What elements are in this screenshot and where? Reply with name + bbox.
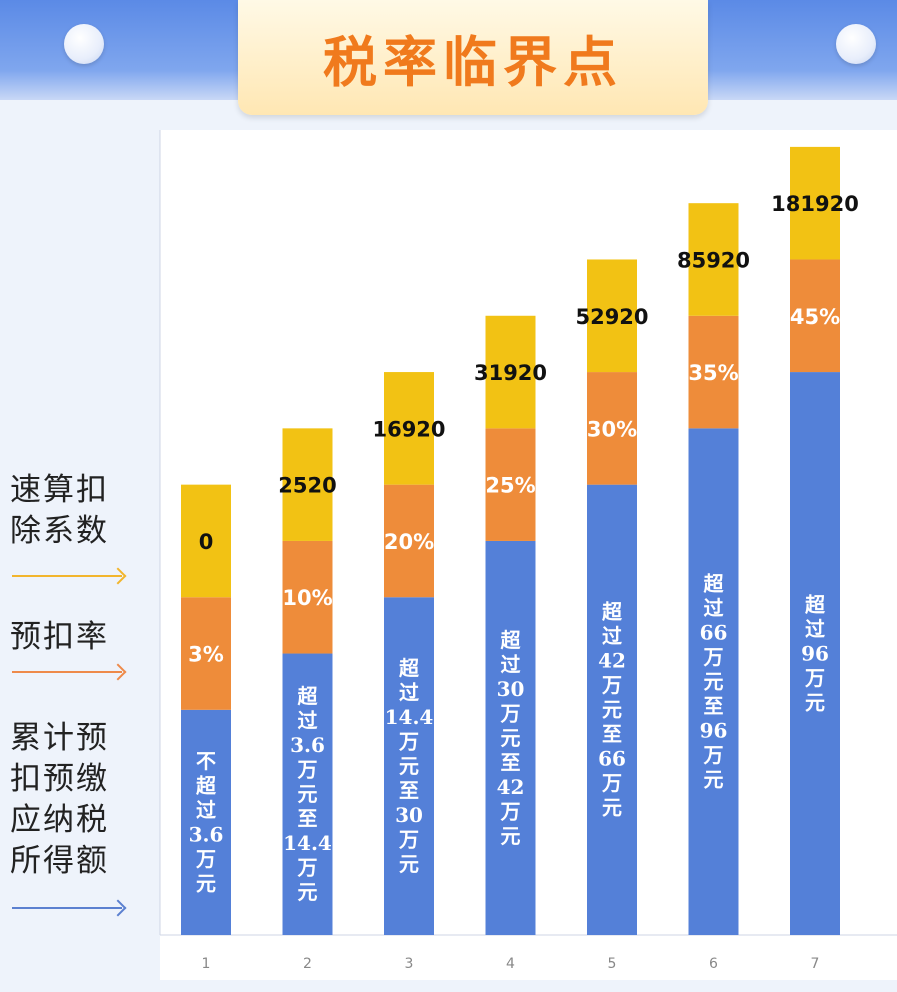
bar-income-6 xyxy=(688,428,739,935)
bar-rate-5 xyxy=(587,372,637,485)
bar-label-income-3: 超过 14.4 万元至 30 万元 xyxy=(385,656,434,876)
bar-rate-6 xyxy=(688,315,739,429)
x-tick-label-7: 7 xyxy=(811,956,820,972)
bar-deduction-1 xyxy=(181,484,231,598)
decor-dot-left xyxy=(64,24,104,64)
bar-label-income-6: 超过 66 万元至 96 万元 xyxy=(700,572,728,792)
legend-label-rate: 预扣率 xyxy=(10,619,109,655)
bar-deduction-6 xyxy=(688,203,739,316)
legend-arrow-deduction xyxy=(12,575,122,577)
legend-arrow-income xyxy=(12,907,122,909)
bar-label-rate-7: 45% xyxy=(790,305,840,329)
decor-dot-right xyxy=(836,24,876,64)
bar-label-rate-2: 10% xyxy=(282,586,332,610)
bar-income-7 xyxy=(790,372,840,935)
bar-label-deduction-1: 0 xyxy=(199,530,214,554)
bar-label-deduction-2: 2520 xyxy=(278,474,336,498)
x-tick-label-3: 3 xyxy=(405,956,414,972)
bar-income-3 xyxy=(384,597,434,935)
x-tick-label-1: 1 xyxy=(202,956,211,972)
bar-rate-4 xyxy=(485,428,536,541)
bar-label-rate-3: 20% xyxy=(384,530,434,554)
bar-income-1 xyxy=(181,709,231,935)
bar-rate-1 xyxy=(181,597,231,710)
bar-label-rate-6: 35% xyxy=(688,361,738,385)
bar-deduction-7 xyxy=(790,146,840,260)
bar-income-5 xyxy=(587,484,637,935)
bar-label-income-2: 超过 3.6 万元至 14.4 万元 xyxy=(283,684,332,904)
bar-income-4 xyxy=(485,540,536,935)
bar-deduction-4 xyxy=(485,315,536,429)
bar-label-income-5: 超过 42 万元至 66 万元 xyxy=(598,600,626,820)
bar-label-income-1: 不超过 3.6 万元 xyxy=(189,749,224,896)
bar-label-deduction-4: 31920 xyxy=(474,361,547,385)
bar-label-deduction-3: 16920 xyxy=(372,417,445,441)
legend-arrow-rate xyxy=(12,671,122,673)
bar-label-rate-1: 3% xyxy=(188,643,224,667)
bar-label-deduction-5: 52920 xyxy=(575,305,648,329)
bar-deduction-3 xyxy=(384,372,434,485)
bar-income-2 xyxy=(282,653,333,935)
title-banner: 税率临界点 xyxy=(238,0,708,115)
x-tick-label-5: 5 xyxy=(608,956,617,972)
bar-deduction-2 xyxy=(282,428,333,541)
bar-deduction-5 xyxy=(587,259,637,373)
legend-label-income: 累计预扣预缴应纳税所得额 xyxy=(10,720,109,879)
bar-label-rate-4: 25% xyxy=(485,474,535,498)
x-tick-label-6: 6 xyxy=(709,956,718,972)
bar-rate-2 xyxy=(282,540,333,654)
x-tick-label-2: 2 xyxy=(303,956,312,972)
bar-label-income-7: 超过 96 万元 xyxy=(801,592,829,714)
bar-label-income-4: 超过 30 万元至 42 万元 xyxy=(497,628,525,848)
bar-label-deduction-6: 85920 xyxy=(677,248,750,272)
bar-label-rate-5: 30% xyxy=(587,417,637,441)
bar-rate-7 xyxy=(790,259,840,373)
bar-rate-3 xyxy=(384,484,434,598)
x-tick-label-4: 4 xyxy=(506,956,515,972)
legend-label-deduction: 速算扣除系数 xyxy=(10,472,109,549)
chart-title: 税率临界点 xyxy=(323,31,623,94)
bar-label-deduction-7: 181920 xyxy=(771,192,859,216)
